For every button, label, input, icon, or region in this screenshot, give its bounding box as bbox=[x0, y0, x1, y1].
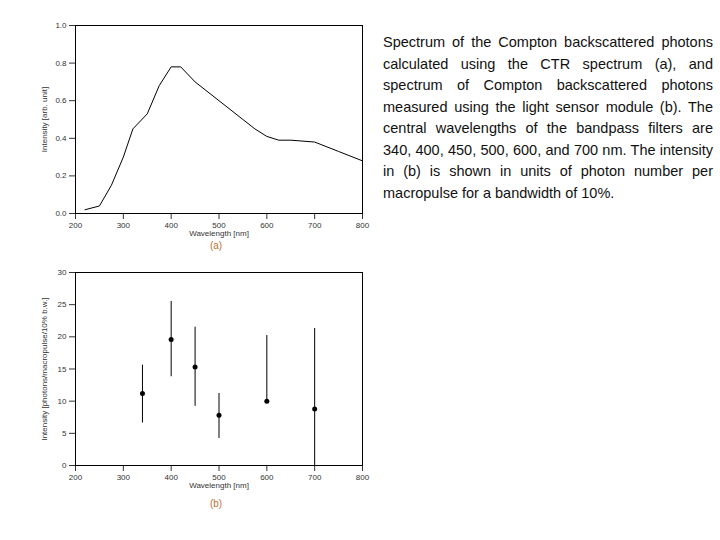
svg-text:Intensity [arb. unit]: Intensity [arb. unit] bbox=[40, 87, 49, 152]
svg-text:800: 800 bbox=[356, 221, 370, 230]
html-text:(a): (a) bbox=[209, 240, 223, 251]
svg-text:600: 600 bbox=[260, 221, 274, 230]
svg-text:Wavelength [nm]: Wavelength [nm] bbox=[189, 481, 249, 490]
svg-text:0.8: 0.8 bbox=[55, 59, 67, 68]
svg-text:300: 300 bbox=[117, 221, 131, 230]
svg-text:500: 500 bbox=[212, 221, 226, 231]
svg-text:700: 700 bbox=[308, 221, 322, 230]
svg-text:20: 20 bbox=[58, 332, 67, 341]
svg-text:1.0: 1.0 bbox=[55, 21, 67, 30]
svg-text:0.0: 0.0 bbox=[55, 209, 67, 218]
svg-text:Wavelength [nm]: Wavelength [nm] bbox=[189, 229, 249, 238]
svg-text:300: 300 bbox=[117, 473, 131, 482]
html-text:Spectrum of the Compton backsc: Spectrum of the Compton backscattered ph… bbox=[383, 34, 713, 201]
svg-text:800: 800 bbox=[356, 473, 370, 482]
svg-text:0.2: 0.2 bbox=[55, 171, 67, 180]
svg-text:200: 200 bbox=[69, 473, 83, 482]
svg-text:0.6: 0.6 bbox=[55, 96, 67, 105]
svg-text:25: 25 bbox=[58, 300, 67, 309]
svg-text:0.4: 0.4 bbox=[55, 134, 67, 143]
svg-text:400: 400 bbox=[164, 221, 178, 230]
svg-text:Intensity [photons/macropulse/: Intensity [photons/macropulse/10% b.w.] bbox=[40, 297, 49, 440]
svg-text:10: 10 bbox=[58, 397, 67, 406]
svg-text:30: 30 bbox=[58, 268, 67, 277]
svg-text:200: 200 bbox=[69, 221, 83, 230]
svg-text:5: 5 bbox=[62, 429, 67, 438]
svg-text:700: 700 bbox=[308, 473, 322, 482]
svg-text:15: 15 bbox=[58, 365, 67, 374]
svg-text:600: 600 bbox=[260, 473, 274, 482]
html-text:(b): (b) bbox=[209, 498, 223, 509]
svg-text:500: 500 bbox=[212, 473, 226, 483]
svg-text:0: 0 bbox=[62, 461, 67, 470]
svg-text:400: 400 bbox=[164, 473, 178, 482]
